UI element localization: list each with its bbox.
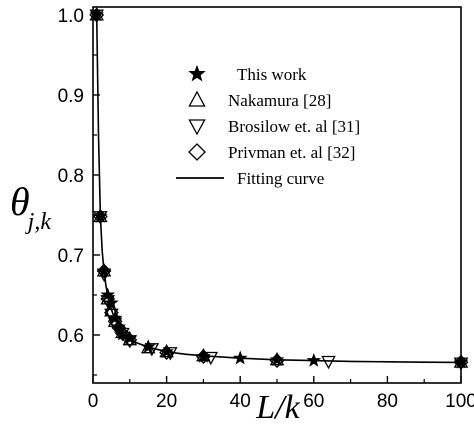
legend-label: Fitting curve: [237, 169, 324, 188]
y-tick-label: 0.8: [58, 166, 84, 187]
data-point-star: [269, 352, 285, 366]
data-point-star: [140, 339, 156, 354]
legend-label: Nakamura [28]: [228, 91, 331, 110]
x-tick-label: 60: [303, 391, 324, 412]
y-axis: 0.6 0.7 0.8 0.9 1.0: [58, 6, 100, 376]
legend-marker-diamond: [188, 143, 206, 161]
x-tick-label: 80: [377, 391, 398, 412]
y-tick-label: 0.6: [58, 326, 84, 347]
data-point-star: [232, 350, 248, 365]
legend-marker-triangle-up: [188, 90, 206, 107]
y-tick-label: 0.7: [58, 246, 84, 267]
legend-label: This work: [237, 65, 307, 84]
legend-marker-star: [188, 64, 206, 82]
y-axis-title-main: θ: [10, 179, 30, 224]
data-point-star: [111, 319, 127, 334]
data-point-star: [96, 263, 112, 278]
x-axis: 0 20 40 60 80 100: [88, 376, 474, 412]
data-point-star: [115, 326, 130, 341]
x-tick-label: 20: [156, 391, 177, 412]
legend: This work Nakamura [28] Brosilow et. al [3…: [176, 64, 360, 188]
data-point-star: [122, 330, 138, 345]
data-point-star: [159, 344, 174, 358]
data-point-star: [104, 295, 119, 310]
data-point-diamond: [115, 325, 130, 341]
plot-marks: [89, 7, 469, 371]
x-tick-label: 40: [230, 391, 251, 412]
x-tick-label: 0: [88, 391, 99, 412]
y-axis-title-sub: j,k: [25, 209, 52, 235]
y-tick-label: 0.9: [58, 86, 84, 107]
data-point-star: [196, 348, 211, 363]
y-tick-label: 1.0: [58, 6, 84, 27]
data-point-diamond: [100, 291, 116, 307]
data-point-diamond: [107, 313, 123, 329]
legend-label: Brosilow et. al [31]: [228, 117, 360, 136]
x-axis-title: L/k: [255, 389, 300, 426]
data-point-star: [107, 310, 123, 325]
y-axis-title: θj,k: [10, 179, 51, 235]
data-point-triangle-down: [321, 355, 336, 370]
data-point-star: [306, 352, 322, 367]
data-point-star: [100, 287, 115, 302]
x-tick-label: 100: [445, 391, 474, 412]
legend-label: Privman et. al [32]: [228, 143, 355, 162]
plot-frame: [92, 6, 462, 384]
legend-marker-triangle-down: [188, 119, 206, 136]
